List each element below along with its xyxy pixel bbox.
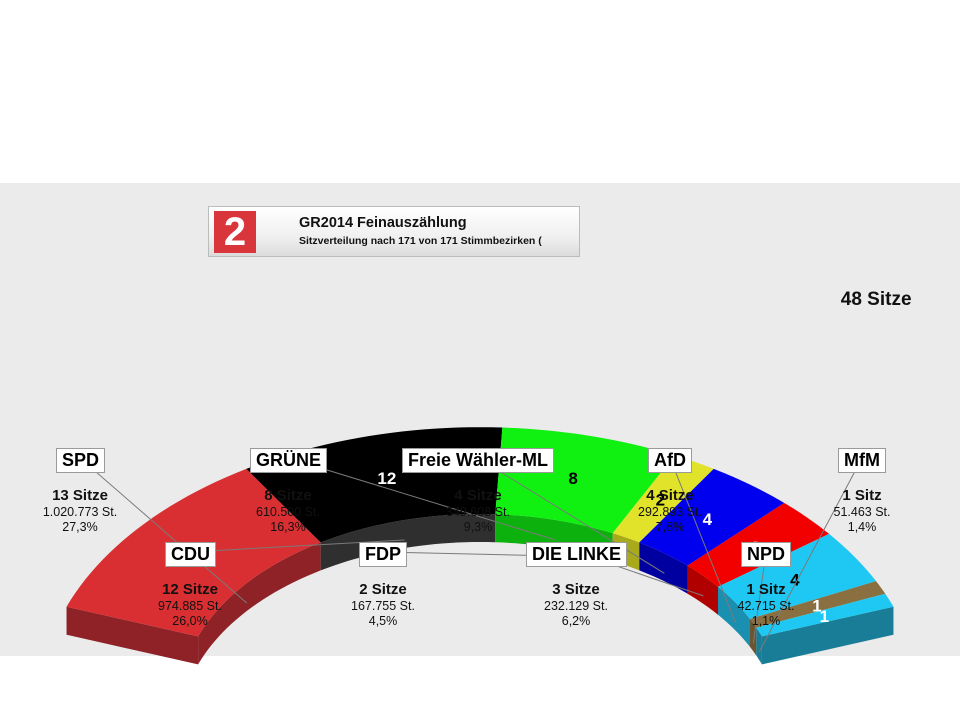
seat-segment-endcap-left: [66, 606, 199, 665]
seat-count-label-1: 12: [377, 469, 396, 488]
party-percent-8: 1,4%: [847, 520, 877, 534]
party-percent-6: 7,8%: [655, 520, 685, 534]
party-stats-6: 4 Sitze 292.893 St. 7,8%: [590, 486, 750, 535]
party-seats-4: 4 Sitze: [454, 487, 502, 504]
party-percent-3: 4,5%: [368, 614, 398, 628]
leader-line-8: [758, 457, 863, 653]
leader-line-0: [79, 457, 248, 604]
leader-line-4: [477, 457, 665, 574]
party-name-4: Freie Wähler-ML: [402, 448, 555, 473]
party-votes-6: 292.893 St.: [638, 505, 702, 519]
party-name-8: MfM: [838, 448, 886, 473]
party-name-6: AfD: [648, 448, 692, 473]
party-votes-5: 232.129 St.: [544, 599, 608, 613]
party-stats-5: 3 Sitze 232.129 St. 6,2%: [496, 580, 656, 629]
seat-segment-side-4: [639, 542, 688, 594]
party-name-1: CDU: [165, 542, 216, 567]
party-stats-1: 12 Sitze 974.885 St. 26,0%: [110, 580, 270, 629]
party-percent-2: 16,3%: [270, 520, 306, 534]
leader-line-7: [752, 551, 767, 644]
seat-segment-side-0: [198, 542, 321, 665]
party-name-2: GRÜNE: [250, 448, 328, 473]
party-seats-6: 4 Sitze: [646, 487, 694, 504]
party-stats-0: 13 Sitze 1.020.773 St. 27,3%: [0, 486, 160, 535]
leader-line-6: [669, 457, 736, 623]
party-votes-2: 610.500 St.: [256, 505, 320, 519]
seat-segment-7: [750, 581, 886, 628]
party-stats-4: 4 Sitze 349.608 St. 9,3%: [398, 486, 558, 535]
seat-count-label-6: 4: [790, 571, 800, 590]
seat-segment-side-7: [750, 618, 757, 656]
party-seats-2: 8 Sitze: [264, 487, 312, 504]
party-percent-0: 27,3%: [62, 520, 98, 534]
party-seats-0: 13 Sitze: [52, 487, 108, 504]
party-seats-5: 3 Sitze: [552, 581, 600, 598]
party-stats-3: 2 Sitze 167.755 St. 4,5%: [303, 580, 463, 629]
party-name-3: FDP: [359, 542, 407, 567]
party-seats-8: 1 Sitz: [842, 487, 882, 504]
leader-line-1: [189, 539, 405, 553]
chart-title: GR2014 Feinauszählung: [299, 215, 467, 231]
party-name-5: DIE LINKE: [526, 542, 628, 567]
party-percent-7: 1,1%: [751, 614, 781, 628]
chart-subtitle: Sitzverteilung nach 171 von 171 Stimmbez…: [299, 235, 542, 247]
total-seats-label: 48 Sitze: [841, 289, 912, 310]
leader-line-2: [287, 457, 556, 541]
party-stats-8: 1 Sitz 51.463 St. 1,4%: [782, 486, 942, 535]
seat-count-label-4: 4: [703, 510, 713, 529]
seat-count-label-7: 1: [812, 596, 821, 615]
party-name-7: NPD: [741, 542, 792, 567]
seat-segment-6: [718, 533, 877, 619]
party-votes-4: 349.608 St.: [446, 505, 510, 519]
chart-header: 2 GR2014 Feinauszählung Sitzverteilung n…: [208, 206, 580, 257]
seat-segment-endcap-right: [761, 606, 894, 665]
seat-segment-side-8: [756, 627, 762, 665]
party-seats-3: 2 Sitze: [359, 581, 407, 598]
party-votes-8: 51.463 St.: [833, 505, 891, 519]
seat-segment-8: [756, 593, 894, 637]
seat-count-label-2: 8: [568, 469, 577, 488]
seat-count-label-3: 2: [656, 491, 665, 510]
seat-segment-side-6: [718, 586, 751, 647]
party-stats-7: 1 Sitz 42.715 St. 1,1%: [686, 580, 846, 629]
party-name-0: SPD: [56, 448, 106, 473]
party-votes-3: 167.755 St.: [351, 599, 415, 613]
party-seats-1: 12 Sitze: [162, 581, 218, 598]
party-votes-1: 974.885 St.: [158, 599, 222, 613]
seat-segment-4: [639, 468, 785, 566]
party-seats-7: 1 Sitz: [746, 581, 786, 598]
party-percent-1: 26,0%: [172, 614, 208, 628]
seat-count-label-8: 1: [820, 607, 829, 626]
party-votes-0: 1.020.773 St.: [42, 505, 118, 519]
seat-segment-side-5: [687, 565, 719, 615]
seat-segment-3: [612, 455, 714, 543]
channel-logo: 2: [214, 211, 256, 253]
party-votes-7: 42.715 St.: [737, 599, 795, 613]
party-percent-4: 9,3%: [463, 520, 493, 534]
party-percent-5: 6,2%: [561, 614, 591, 628]
party-stats-2: 8 Sitze 610.500 St. 16,3%: [208, 486, 368, 535]
